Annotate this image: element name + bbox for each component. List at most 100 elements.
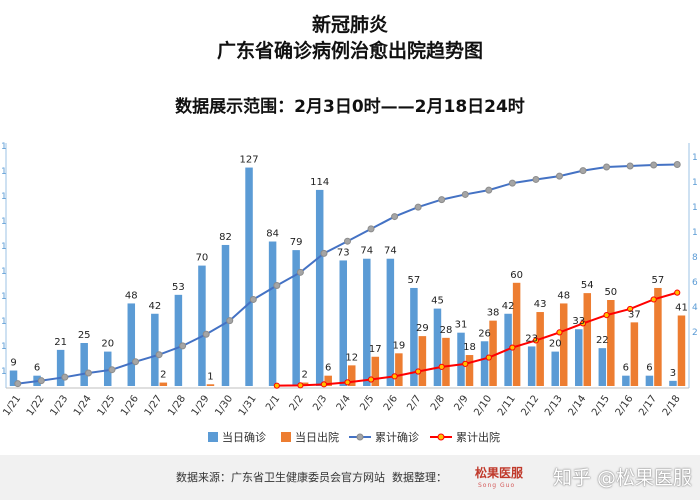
- left-axis-tick-label: 1: [1, 242, 7, 252]
- bar-daily-discharged: [324, 375, 332, 386]
- left-axis-tick-label: 1: [1, 267, 7, 277]
- bar-daily-confirmed: [292, 250, 300, 386]
- x-tick-label: 1/29: [190, 393, 212, 418]
- x-tick-labels: 1/21 1/22 1/23 1/24 1/25 1/26 1/27 1/28 1/29 1/30…: [1, 393, 682, 418]
- cumulative-confirmed-point: [84, 369, 92, 377]
- left-axis-tick-label: 1: [1, 192, 7, 202]
- bar-daily-confirmed: [433, 308, 442, 386]
- cumulative-confirmed-point: [226, 317, 234, 325]
- right-axis-tick-label: 8: [692, 253, 698, 263]
- left-axis-tick-label: 1: [1, 317, 7, 327]
- x-tick-label: 2/10: [472, 393, 494, 418]
- legend-label: 累计出院: [456, 430, 500, 444]
- bar-label-daily-confirmed: 74: [360, 246, 373, 257]
- cumulative-confirmed-point: [37, 377, 45, 385]
- left-axis-tick-label: 1: [1, 217, 7, 227]
- bar-label-daily-discharged: 18: [463, 342, 476, 353]
- lines-layer: [14, 160, 681, 389]
- bar-daily-confirmed: [245, 167, 253, 386]
- x-tick-label: 1/25: [96, 393, 118, 418]
- bar-label-daily-confirmed: 79: [290, 237, 303, 248]
- cumulative-confirmed-point: [202, 330, 210, 338]
- bar-label-daily-discharged: 54: [581, 280, 594, 291]
- bar-label-daily-confirmed: 45: [431, 296, 444, 307]
- data-source-text: 数据来源：广东省卫生健康委员会官方网站: [176, 471, 385, 484]
- legend: 当日确诊 当日出院 累计确诊 累计出院: [208, 430, 500, 444]
- cumulative-confirmed-point: [485, 186, 493, 194]
- bar-daily-confirmed: [315, 189, 324, 386]
- bar-daily-confirmed: [268, 241, 277, 386]
- bar-label-daily-discharged: 2: [160, 370, 166, 381]
- bar-daily-confirmed: [575, 329, 583, 386]
- cumulative-confirmed-point: [155, 351, 163, 359]
- right-axis-tick-label: 1: [692, 228, 698, 238]
- bar-label-daily-confirmed: 26: [478, 328, 491, 339]
- legend-label: 当日出院: [295, 430, 339, 444]
- cumulative-discharged-point: [273, 382, 280, 389]
- x-tick-label: 1/26: [119, 393, 141, 418]
- cumulative-discharged-point: [320, 381, 328, 388]
- watermark-text: 知乎 @松果医服: [553, 467, 693, 489]
- legend-label: 累计确诊: [375, 430, 419, 444]
- bar-daily-confirmed: [151, 313, 159, 386]
- x-tick-label: 2/3: [311, 393, 329, 412]
- x-tick-label: 1/31: [237, 393, 259, 418]
- legend-swatch-marker: [437, 433, 445, 441]
- x-tick-label: 2/9: [452, 393, 470, 412]
- bar-daily-discharged: [512, 282, 521, 386]
- bar-label-daily-confirmed: 33: [572, 316, 585, 327]
- right-axis-tick-label: 1: [692, 178, 698, 188]
- bar-daily-confirmed: [669, 380, 677, 386]
- cumulative-discharged-point: [344, 379, 351, 386]
- cumulative-confirmed-point: [132, 358, 140, 366]
- bar-daily-confirmed: [527, 346, 536, 386]
- bar-label-daily-discharged: 28: [440, 325, 453, 336]
- bar-daily-discharged: [206, 384, 215, 386]
- cumulative-discharged-point: [367, 376, 375, 383]
- left-axis-ticks: 1 1 1 1 1 1 1 1 1 1: [1, 142, 7, 377]
- cumulative-confirmed-point: [14, 380, 22, 388]
- cumulative-confirmed-point: [555, 172, 563, 180]
- bar-daily-discharged: [371, 356, 380, 386]
- bar-label-daily-discharged: 41: [675, 302, 688, 313]
- cumulative-discharged-point: [415, 368, 422, 375]
- bar-label-daily-discharged: 6: [325, 363, 331, 374]
- bar-daily-discharged: [442, 337, 450, 386]
- x-tick-label: 2/12: [519, 393, 541, 418]
- bar-label-daily-discharged: 57: [652, 275, 665, 286]
- legend-swatch: [208, 432, 218, 442]
- cumulative-discharged-point: [674, 289, 681, 296]
- cumulative-discharged-point: [297, 382, 304, 389]
- x-tick-label: 2/7: [405, 393, 423, 412]
- bar-label-daily-discharged: 48: [557, 290, 570, 301]
- bar-label-daily-confirmed: 73: [337, 247, 350, 258]
- bar-label-daily-confirmed: 127: [239, 155, 258, 166]
- bar-label-daily-confirmed: 53: [172, 282, 185, 293]
- x-tick-label: 2/17: [637, 393, 659, 418]
- cumulative-confirmed-point: [344, 237, 351, 245]
- cumulative-discharged-point: [485, 354, 492, 361]
- right-axis-tick-label: 4: [692, 303, 698, 313]
- bar-daily-discharged: [630, 322, 639, 386]
- bar-daily-discharged: [654, 287, 662, 386]
- bar-daily-discharged: [677, 315, 686, 386]
- x-tick-label: 2/13: [543, 393, 565, 418]
- bar-daily-confirmed: [198, 265, 206, 386]
- bar-daily-confirmed: [127, 303, 136, 386]
- bar-label-daily-discharged: 50: [604, 287, 617, 298]
- cumulative-confirmed-point: [414, 203, 422, 211]
- bar-daily-confirmed: [457, 332, 465, 386]
- x-tick-label: 2/5: [358, 393, 376, 412]
- cumulative-confirmed-point: [391, 213, 399, 221]
- bar-daily-discharged: [559, 303, 568, 386]
- bar-daily-confirmed: [480, 341, 489, 386]
- bar-daily-confirmed: [551, 351, 559, 386]
- bar-label-daily-confirmed: 114: [310, 177, 329, 188]
- right-axis-tick-label: 2: [692, 328, 698, 338]
- bar-label-daily-confirmed: 23: [525, 333, 538, 344]
- bar-label-daily-discharged: 2: [301, 370, 307, 381]
- footer-bar: 数据来源：广东省卫生健康委员会官方网站 数据整理： 松果医服 Song Guo …: [0, 455, 700, 500]
- cumulative-discharged-point: [627, 305, 634, 313]
- right-axis-ticks: 1 1 1 1 8 6 4 2: [692, 153, 698, 338]
- x-tick-label: 2/18: [661, 393, 683, 418]
